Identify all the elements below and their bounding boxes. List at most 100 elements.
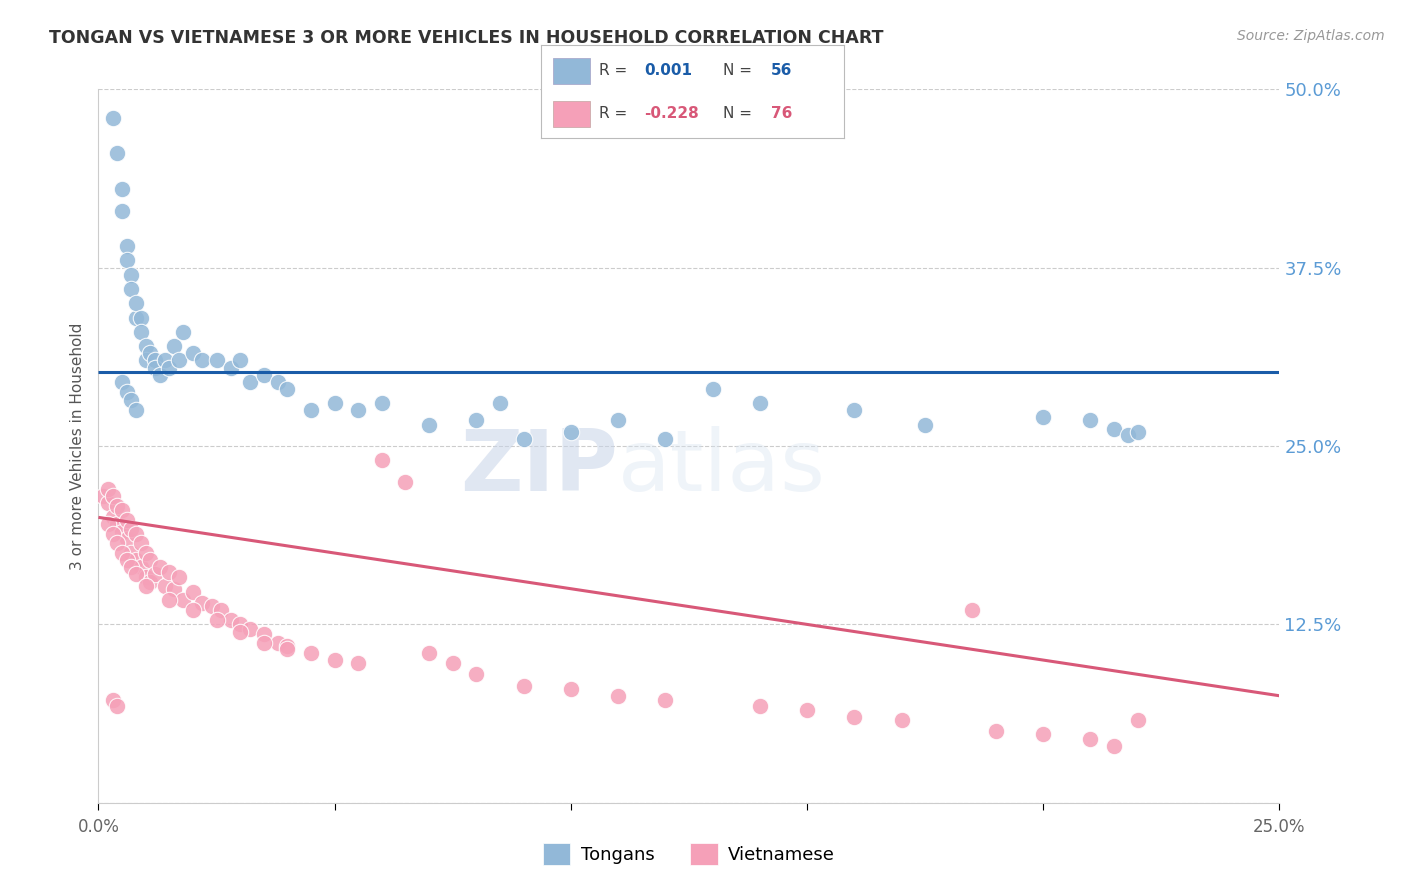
Point <box>229 353 252 368</box>
Point <box>129 325 152 339</box>
Point <box>143 360 166 375</box>
Point <box>323 396 346 410</box>
Point <box>844 403 866 417</box>
Point <box>153 579 176 593</box>
Point <box>654 693 676 707</box>
Point <box>111 375 134 389</box>
Point <box>101 489 124 503</box>
Point <box>97 482 120 496</box>
Point <box>181 584 204 599</box>
Point <box>139 574 162 589</box>
Point <box>253 636 276 650</box>
Point <box>323 653 346 667</box>
Legend: Tongans, Vietnamese: Tongans, Vietnamese <box>536 836 842 872</box>
Point <box>1102 422 1125 436</box>
Point <box>111 546 134 560</box>
Point <box>371 396 394 410</box>
Point <box>748 396 770 410</box>
Text: -0.228: -0.228 <box>644 106 699 121</box>
Point <box>1102 739 1125 753</box>
Text: 0.001: 0.001 <box>644 63 692 78</box>
Point <box>276 641 298 656</box>
Point <box>135 579 157 593</box>
Point <box>111 203 134 218</box>
Point <box>299 646 322 660</box>
Point <box>121 560 143 574</box>
Point <box>125 296 148 310</box>
Point <box>276 382 298 396</box>
Point <box>267 375 290 389</box>
Point <box>560 425 582 439</box>
Text: ZIP: ZIP <box>460 425 619 509</box>
Point <box>167 353 190 368</box>
Text: 76: 76 <box>770 106 793 121</box>
Point <box>135 546 157 560</box>
Point <box>115 532 138 546</box>
Point <box>149 560 172 574</box>
Point <box>172 593 194 607</box>
Point <box>143 353 166 368</box>
Point <box>239 375 262 389</box>
Point <box>984 724 1007 739</box>
Point <box>121 393 143 408</box>
Point <box>101 111 124 125</box>
Point <box>181 346 204 360</box>
Point <box>371 453 394 467</box>
Point <box>512 432 534 446</box>
Point <box>97 496 120 510</box>
Point <box>115 513 138 527</box>
Point <box>157 360 180 375</box>
Point <box>101 527 124 541</box>
Point <box>441 656 464 670</box>
Point <box>181 603 204 617</box>
Point <box>167 570 190 584</box>
Point <box>299 403 322 417</box>
Point <box>111 524 134 539</box>
Point <box>115 253 138 268</box>
Point <box>219 613 242 627</box>
Point <box>135 353 157 368</box>
Point <box>121 522 143 536</box>
Text: Source: ZipAtlas.com: Source: ZipAtlas.com <box>1237 29 1385 43</box>
Point <box>115 384 138 399</box>
Point <box>149 368 172 382</box>
Point <box>962 603 984 617</box>
Point <box>105 499 128 513</box>
Point <box>125 403 148 417</box>
Point <box>201 599 224 613</box>
Bar <box>554 58 589 84</box>
Text: atlas: atlas <box>619 425 827 509</box>
Point <box>97 517 120 532</box>
Point <box>267 636 290 650</box>
Y-axis label: 3 or more Vehicles in Household: 3 or more Vehicles in Household <box>69 322 84 570</box>
Point <box>125 567 148 582</box>
Point <box>1080 413 1102 427</box>
Point <box>91 489 114 503</box>
Point <box>276 639 298 653</box>
Point <box>105 517 128 532</box>
Bar <box>554 101 589 127</box>
Point <box>121 268 143 282</box>
Point <box>654 432 676 446</box>
Point <box>139 553 162 567</box>
Point <box>125 527 148 541</box>
Point <box>121 282 143 296</box>
Point <box>748 698 770 713</box>
Point <box>1032 410 1054 425</box>
Point <box>125 553 148 567</box>
Point <box>111 503 134 517</box>
Point <box>253 627 276 641</box>
Point <box>163 582 186 596</box>
Point <box>172 325 194 339</box>
Point <box>702 382 724 396</box>
Point <box>607 689 630 703</box>
Point <box>229 624 252 639</box>
Point <box>796 703 818 717</box>
Point <box>125 310 148 325</box>
Point <box>890 713 912 727</box>
Point <box>101 693 124 707</box>
Point <box>465 413 488 427</box>
Text: 56: 56 <box>770 63 793 78</box>
Point <box>135 570 157 584</box>
Text: TONGAN VS VIETNAMESE 3 OR MORE VEHICLES IN HOUSEHOLD CORRELATION CHART: TONGAN VS VIETNAMESE 3 OR MORE VEHICLES … <box>49 29 884 46</box>
